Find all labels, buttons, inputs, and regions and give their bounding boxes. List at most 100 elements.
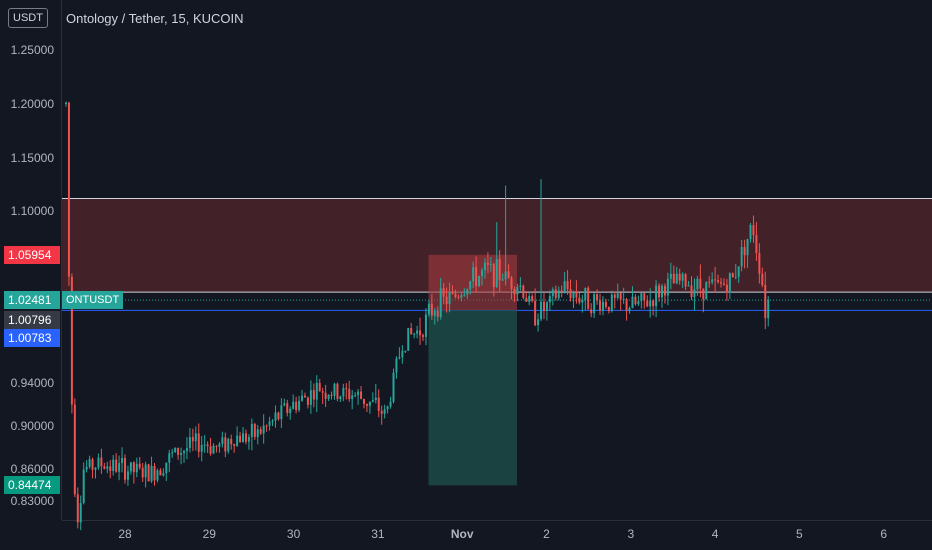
- candle-body: [575, 292, 578, 298]
- candle-body: [286, 403, 289, 414]
- candle-body: [587, 287, 590, 310]
- price-badge-last-price: 1.02481: [4, 291, 60, 310]
- candle-body: [622, 299, 625, 301]
- candle-body: [489, 264, 492, 266]
- candle-body: [233, 444, 236, 446]
- candle-body: [398, 357, 401, 359]
- candle-body: [336, 383, 339, 399]
- candle-body: [448, 291, 451, 305]
- candle-body: [761, 273, 764, 286]
- time-tick: 5: [796, 527, 803, 541]
- candle-body: [259, 429, 262, 434]
- candle-body: [548, 296, 551, 303]
- candle-body: [253, 423, 256, 438]
- candle-body: [289, 408, 292, 414]
- candle-body: [581, 299, 584, 303]
- candle-body: [416, 330, 419, 334]
- candle-body: [180, 453, 183, 455]
- candle-body: [194, 433, 197, 442]
- candle-body: [613, 294, 616, 299]
- candle-body: [244, 433, 247, 442]
- candle-body: [519, 285, 522, 287]
- price-badge-level: 1.00783: [4, 329, 60, 348]
- candle-body: [383, 409, 386, 414]
- price-badge-entry: 1.00796: [4, 311, 60, 330]
- time-axis: [62, 520, 932, 550]
- candle-body: [315, 382, 318, 400]
- candle-body: [616, 293, 619, 299]
- candle-body: [678, 273, 681, 281]
- candle-body: [200, 445, 203, 452]
- candle-body: [737, 266, 740, 277]
- candle-body: [70, 276, 73, 405]
- candle-body: [150, 465, 153, 482]
- candle-body: [389, 401, 392, 407]
- time-tick: 2: [543, 527, 550, 541]
- candle-body: [483, 262, 486, 271]
- candle-body: [478, 276, 481, 287]
- candle-body: [283, 403, 286, 406]
- candle-body: [112, 459, 115, 472]
- candle-body: [183, 451, 186, 454]
- candle-body: [156, 470, 159, 481]
- candle-body: [147, 464, 150, 482]
- candle-body: [342, 388, 345, 397]
- candle-body: [230, 438, 233, 445]
- candle-body: [419, 330, 422, 336]
- candle-body: [203, 444, 206, 446]
- candle-body: [649, 300, 652, 307]
- candle-body: [362, 398, 365, 404]
- price-tick: 0.83000: [10, 494, 54, 509]
- candle-body: [82, 469, 85, 504]
- price-tick: 0.86000: [10, 462, 54, 476]
- candle-body: [740, 246, 743, 267]
- candle-body: [185, 448, 188, 452]
- candle-body: [239, 435, 242, 443]
- candle-body: [705, 282, 708, 300]
- candle-body: [298, 400, 301, 411]
- currency-selector[interactable]: USDT: [8, 8, 48, 28]
- candles: [64, 101, 770, 531]
- candle-body: [188, 437, 191, 449]
- candle-body: [722, 283, 725, 285]
- candle-body: [124, 458, 126, 480]
- candle-body: [85, 466, 88, 470]
- time-tick: 29: [202, 527, 216, 541]
- candle-body: [318, 382, 321, 392]
- candle-body: [658, 285, 661, 298]
- candle-body: [764, 285, 767, 319]
- candle-body: [560, 290, 563, 292]
- candle-body: [660, 285, 663, 298]
- candle-body: [430, 303, 433, 316]
- candle-body: [593, 294, 596, 314]
- candle-body: [542, 301, 545, 311]
- candle-body: [625, 299, 628, 312]
- candle-body: [516, 286, 519, 295]
- candle-body: [646, 300, 649, 307]
- candle-body: [513, 288, 516, 295]
- candle-body: [401, 350, 404, 358]
- candle-body: [563, 281, 566, 292]
- candle-body: [433, 310, 436, 316]
- candle-body: [321, 391, 324, 393]
- candle-body: [250, 423, 253, 438]
- candle-body: [277, 412, 280, 420]
- candle-body: [357, 391, 360, 396]
- candle-body: [268, 421, 271, 426]
- candle-body: [360, 391, 363, 399]
- candle-body: [345, 388, 348, 390]
- candle-body: [663, 285, 666, 296]
- candle-body: [242, 433, 245, 443]
- candle-body: [619, 293, 622, 300]
- candle-body: [566, 281, 569, 290]
- candle-body: [118, 463, 121, 472]
- candle-body: [324, 392, 327, 399]
- candle-body: [634, 296, 637, 305]
- candle-body: [734, 276, 737, 278]
- candle-body: [454, 293, 457, 297]
- candle-body: [696, 278, 699, 290]
- candle-body: [422, 335, 425, 337]
- candle-body: [551, 289, 554, 297]
- candle-body: [725, 284, 728, 293]
